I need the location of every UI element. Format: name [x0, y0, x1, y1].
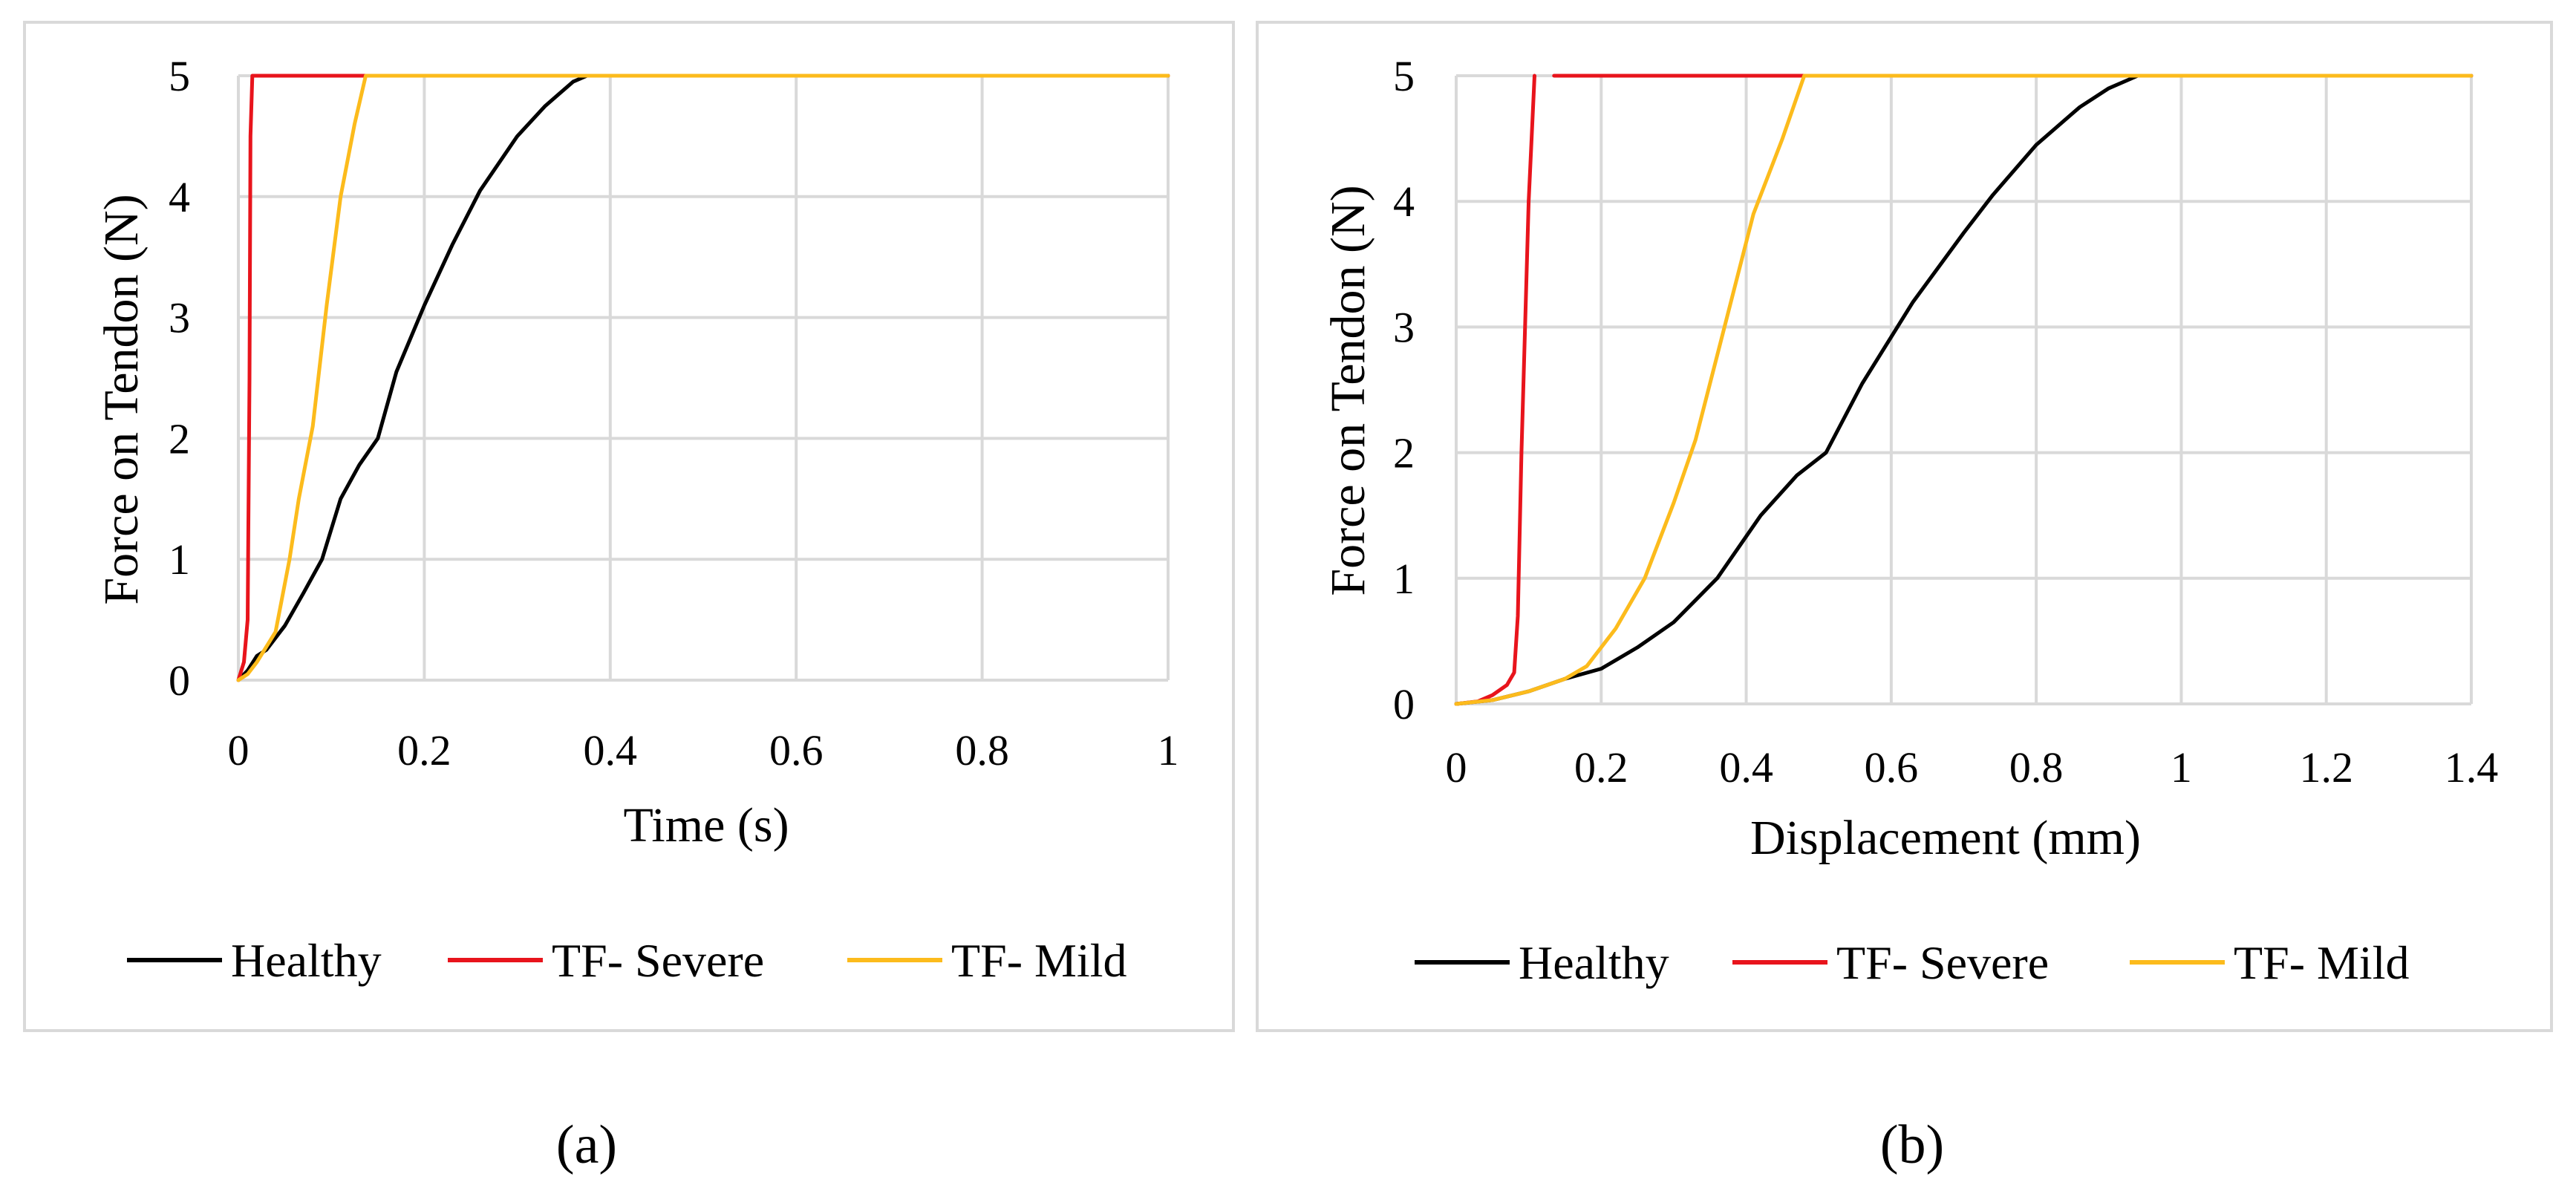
- series-line-tf-mild: [236, 74, 1170, 682]
- series-layer: [1454, 74, 2474, 706]
- caption-b: (b): [1880, 1115, 1944, 1175]
- y-tick-label: 3: [169, 294, 190, 342]
- x-axis-label: Displacement (mm): [1750, 811, 2141, 865]
- x-tick-label: 1.4: [2445, 743, 2499, 792]
- x-tick-label: 1: [2171, 743, 2192, 792]
- legend-label-tf-severe: TF- Severe: [1836, 936, 2049, 989]
- series-line-tf-severe: [236, 74, 1170, 682]
- x-tick-label: 0.2: [397, 726, 451, 774]
- y-tick-label: 0: [169, 656, 190, 705]
- x-tick-label: 0.2: [1574, 743, 1628, 792]
- x-tick-label: 0: [228, 726, 250, 774]
- y-tick-label: 0: [1393, 680, 1415, 728]
- chart-panel-a: 0 1 2 3 4 5 0 0.2 0.4 0.6 0.8 1 Force on Tendon (N…: [23, 21, 1235, 1032]
- legend-label-healthy: Healthy: [231, 934, 382, 987]
- legend: Healthy TF- Severe TF- Mild: [127, 934, 1126, 987]
- series-layer: [236, 74, 1170, 682]
- x-tick-label: 0: [1446, 743, 1467, 792]
- x-tick-label: 1.2: [2299, 743, 2353, 792]
- legend-label-tf-severe: TF- Severe: [552, 934, 764, 987]
- y-tick-label: 5: [169, 52, 190, 100]
- x-tick-label: 0.4: [1719, 743, 1773, 792]
- legend-label-tf-mild: TF- Mild: [951, 934, 1126, 987]
- caption-a: (a): [556, 1115, 617, 1175]
- y-tick-label: 4: [1393, 177, 1415, 226]
- legend-label-healthy: Healthy: [1519, 936, 1669, 989]
- x-tick-label: 0.8: [955, 726, 1009, 774]
- y-tick-label: 1: [1393, 555, 1415, 603]
- y-tick-label: 4: [169, 173, 190, 221]
- y-tick-labels: 0 1 2 3 4 5: [1393, 52, 1415, 728]
- chart-frame: [23, 21, 1235, 1032]
- y-tick-label: 2: [1393, 429, 1415, 477]
- y-axis-label: Force on Tendon (N): [1321, 185, 1375, 596]
- x-tick-label: 0.6: [769, 726, 824, 774]
- x-tick-labels: 0 0.2 0.4 0.6 0.8 1: [228, 726, 1179, 774]
- x-tick-label: 0.6: [1865, 743, 1919, 792]
- x-tick-label: 0.8: [2009, 743, 2064, 792]
- x-tick-labels: 0 0.2 0.4 0.6 0.8 1 1.2 1.4: [1446, 743, 2499, 792]
- y-tick-label: 1: [169, 535, 190, 584]
- y-tick-labels: 0 1 2 3 4 5: [169, 52, 190, 705]
- x-tick-label: 0.4: [584, 726, 638, 774]
- legend: Healthy TF- Severe TF- Mild: [1415, 936, 2409, 989]
- gridlines: [1455, 74, 2473, 705]
- series-line-healthy: [236, 74, 1170, 682]
- y-axis-label: Force on Tendon (N): [94, 194, 149, 604]
- y-tick-label: 5: [1393, 52, 1415, 100]
- y-tick-label: 3: [1393, 303, 1415, 351]
- series-line-healthy: [1454, 74, 2474, 706]
- x-tick-label: 1: [1158, 726, 1179, 774]
- series-line-tf-mild: [1454, 74, 2474, 706]
- chart-panel-b: 0 1 2 3 4 5 0 0.2 0.4 0.6 0.8 1 1.2 1.4 Force on Ten…: [1256, 21, 2553, 1032]
- chart-frame: [1256, 21, 2553, 1032]
- x-axis-label: Time (s): [623, 798, 789, 852]
- y-tick-label: 2: [169, 414, 190, 463]
- legend-label-tf-mild: TF- Mild: [2234, 936, 2409, 989]
